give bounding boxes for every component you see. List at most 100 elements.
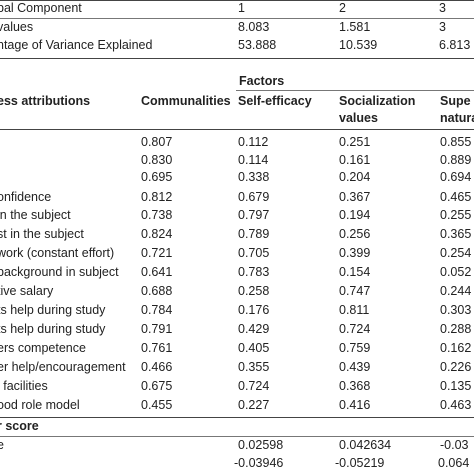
supernatural-value: 0.244 (440, 284, 472, 298)
component-header-label: bal Component (0, 1, 82, 15)
supernatural-value: 0.465 (440, 190, 472, 204)
socialization-value: 0.747 (339, 284, 371, 298)
communality-value: 0.641 (141, 265, 173, 279)
self-efficacy-value: 0.338 (238, 170, 270, 184)
self-efficacy-value: 0.112 (238, 135, 269, 149)
component-header-rule (0, 18, 474, 19)
communality-value: 0.807 (141, 135, 173, 149)
row-label: background in subject (0, 265, 119, 279)
supernatural-value: 0.303 (440, 303, 472, 317)
communality-value: 0.784 (141, 303, 173, 317)
supernatural-value: 0.889 (440, 153, 472, 167)
supernatural-value: 0.694 (440, 170, 472, 184)
row-label: in the subject (0, 208, 71, 222)
top-table-bottom-rule (0, 58, 474, 59)
component-header-3: 3 (439, 1, 446, 15)
supernatural-value: 0.855 (440, 135, 472, 149)
supernatural-value: 0.288 (440, 322, 472, 336)
socialization-header-line1: Socialization (339, 94, 416, 108)
communality-value: 0.830 (141, 153, 173, 167)
factors-title: Factors (239, 74, 285, 88)
socialization-value: 0.251 (339, 135, 371, 149)
self-efficacy-value: 0.405 (238, 341, 270, 355)
variance-3: 6.813 (439, 38, 471, 52)
communality-value: 0.738 (141, 208, 173, 222)
communality-value: 0.812 (141, 190, 173, 204)
top-rule (0, 0, 474, 1)
component-header-2: 2 (339, 1, 346, 15)
factor-score-socialization: -0.05219 (335, 456, 385, 470)
self-efficacy-value: 0.789 (238, 227, 270, 241)
eigenvalue-2: 1.581 (339, 20, 371, 34)
supernatural-value: 0.135 (440, 379, 472, 393)
socialization-value: 0.724 (339, 322, 371, 336)
attributions-header: ess attributions (0, 94, 91, 108)
variance-2: 10.539 (339, 38, 378, 52)
row-label: tive salary (0, 284, 54, 298)
socialization-value: 0.194 (339, 208, 371, 222)
variance-label: ntage of Variance Explained (0, 38, 153, 52)
socialization-value: 0.204 (339, 170, 371, 184)
socialization-value: 0.759 (339, 341, 371, 355)
row-label: ood role model (0, 398, 80, 412)
socialization-value: 0.439 (339, 360, 371, 374)
communality-value: 0.695 (141, 170, 173, 184)
row-label: work (constant effort) (0, 246, 115, 260)
supernatural-value: 0.254 (440, 246, 472, 260)
row-label: onfidence (0, 190, 52, 204)
factor-score-supernatural: -0.03 (440, 438, 469, 452)
factor-score-label: e (0, 438, 4, 452)
self-efficacy-value: 0.355 (238, 360, 270, 374)
eigenvalue-3: 3 (439, 20, 446, 34)
factor-score-title-rule (0, 436, 474, 437)
self-efficacy-header: Self-efficacy (238, 94, 312, 108)
socialization-value: 0.416 (339, 398, 371, 412)
communality-value: 0.824 (141, 227, 173, 241)
supernatural-header-line1: Supe (440, 94, 471, 108)
eigenvalue-1: 8.083 (238, 20, 270, 34)
supernatural-value: 0.365 (440, 227, 472, 241)
self-efficacy-value: 0.227 (238, 398, 270, 412)
factor-score-self-efficacy: 0.02598 (238, 438, 284, 452)
factor-score-supernatural: 0.064 (438, 456, 470, 470)
communality-value: 0.688 (141, 284, 173, 298)
factor-header-rule (0, 129, 474, 130)
factor-score-rule (0, 417, 474, 418)
eigenvalues-label: values (0, 20, 34, 34)
self-efficacy-value: 0.258 (238, 284, 270, 298)
supernatural-value: 0.052 (440, 265, 472, 279)
self-efficacy-value: 0.114 (238, 153, 269, 167)
row-label: ts help during study (0, 303, 106, 317)
socialization-value: 0.399 (339, 246, 371, 260)
self-efficacy-value: 0.429 (238, 322, 270, 336)
self-efficacy-value: 0.724 (238, 379, 270, 393)
socialization-header-line2: values (339, 111, 378, 125)
supernatural-value: 0.463 (440, 398, 472, 412)
row-label: er help/encouragement (0, 360, 126, 374)
self-efficacy-value: 0.797 (238, 208, 270, 222)
component-header-1: 1 (238, 1, 245, 15)
factor-score-title: r score (0, 419, 39, 433)
self-efficacy-value: 0.176 (238, 303, 270, 317)
supernatural-value: 0.255 (440, 208, 472, 222)
factor-score-socialization: 0.042634 (339, 438, 392, 452)
communality-value: 0.675 (141, 379, 173, 393)
communalities-header: Communalities (141, 94, 231, 108)
self-efficacy-value: 0.705 (238, 246, 270, 260)
variance-1: 53.888 (238, 38, 277, 52)
communality-value: 0.466 (141, 360, 173, 374)
communality-value: 0.791 (141, 322, 173, 336)
self-efficacy-value: 0.783 (238, 265, 270, 279)
factors-title-rule (236, 90, 474, 91)
row-label: st in the subject (0, 227, 84, 241)
socialization-value: 0.154 (339, 265, 371, 279)
socialization-value: 0.256 (339, 227, 371, 241)
factor-score-self-efficacy: -0.03946 (234, 456, 284, 470)
self-efficacy-value: 0.679 (238, 190, 270, 204)
supernatural-value: 0.162 (440, 341, 472, 355)
row-label: ers competence (0, 341, 86, 355)
communality-value: 0.761 (141, 341, 173, 355)
row-label: l facilities (0, 379, 48, 393)
socialization-value: 0.161 (339, 153, 371, 167)
